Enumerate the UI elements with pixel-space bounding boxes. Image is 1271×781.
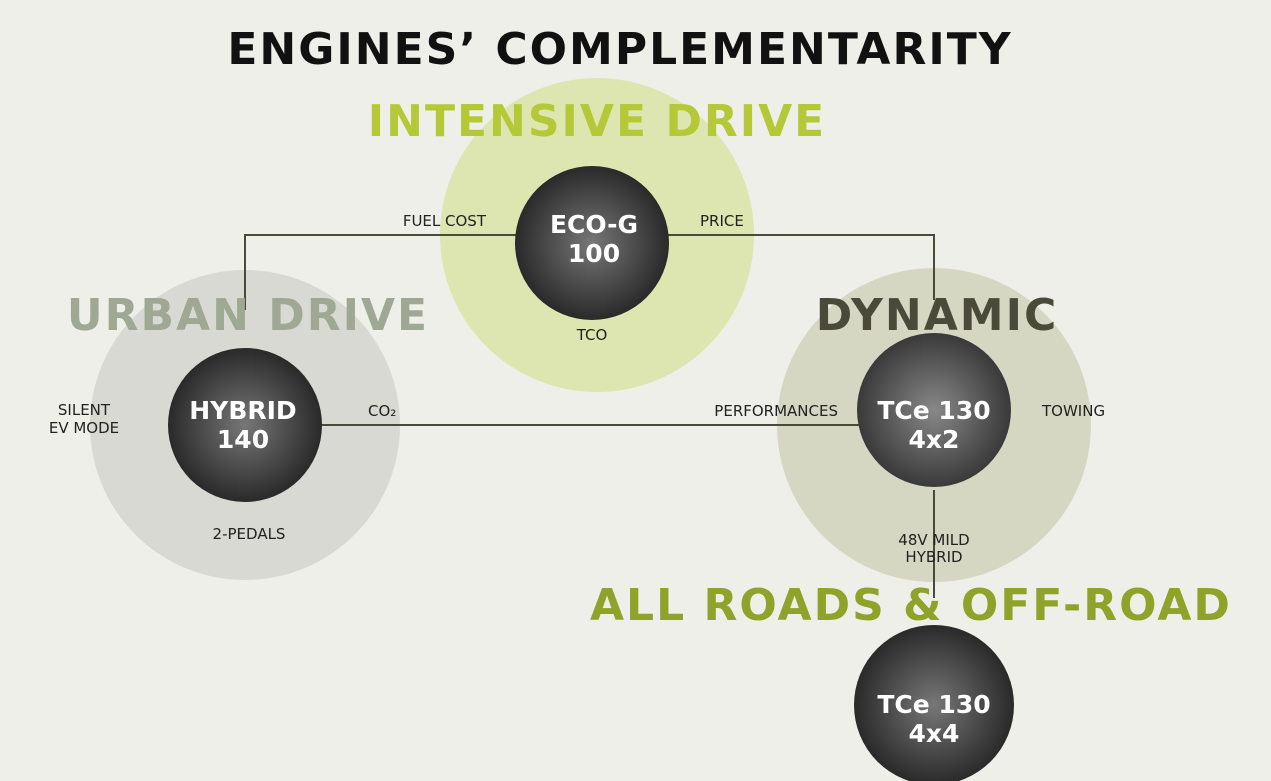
diagram: ENGINES’ COMPLEMENTARITY INTENSIVE DRIVE… [0,0,1271,781]
title: ENGINES’ COMPLEMENTARITY [227,24,1012,75]
attribute-label: PERFORMANCES [714,402,838,420]
attribute-label: 2-PEDALS [213,525,286,543]
engine-name: 4x4 [909,719,960,748]
segment-heading: INTENSIVE DRIVE [368,96,826,147]
segment-heading: ALL ROADS & OFF-ROAD [590,580,1232,631]
attribute-label: EV MODE [49,419,119,437]
attribute-label: TOWING [1041,402,1105,420]
engine-name: HYBRID [189,396,296,425]
engine-name: TCe 130 [877,690,990,719]
engine-name: ECO-G [550,210,638,239]
segment-heading: DYNAMIC [816,290,1059,341]
attribute-label: PRICE [700,212,744,230]
segment-heading: URBAN DRIVE [67,290,429,341]
attribute-label: TCO [576,326,608,344]
attribute-label: 48V MILD [898,531,969,549]
attribute-label: FUEL COST [403,212,487,230]
engine-name: 4x2 [909,425,960,454]
attribute-label: HYBRID [905,548,962,566]
attribute-label: CO₂ [368,402,396,420]
attribute-label: SILENT [58,401,111,419]
engine-name: TCe 130 [877,396,990,425]
engine-name: 140 [217,425,269,454]
engine-name: 100 [568,239,620,268]
